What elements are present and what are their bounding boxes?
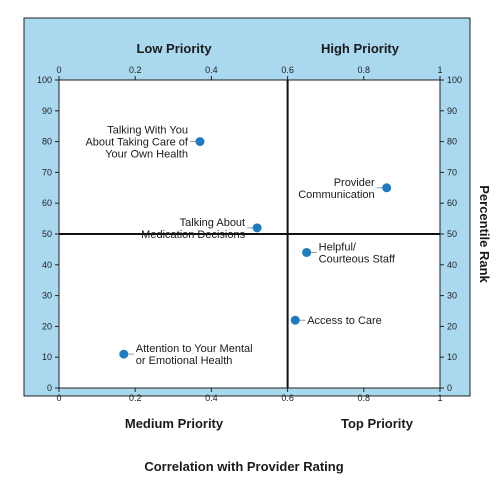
quadrant-title-high-priority: High Priority — [321, 41, 400, 56]
data-point-label: Talking About Medication Decisions — [141, 217, 245, 241]
y-tick-label-right: 50 — [447, 229, 457, 239]
y-tick-label-right: 100 — [447, 75, 462, 85]
x-axis-title: Correlation with Provider Rating — [144, 459, 343, 474]
y-tick-label-right: 40 — [447, 260, 457, 270]
y-tick-label-right: 60 — [447, 198, 457, 208]
x-tick-label-top: 0.6 — [281, 65, 294, 75]
y-tick-label-right: 80 — [447, 137, 457, 147]
y-tick-label-right: 70 — [447, 167, 457, 177]
data-point-label-line: Access to Care — [307, 315, 382, 327]
data-point-label-line: Courteous Staff — [319, 253, 396, 265]
data-point-label-line: Medication Decisions — [141, 229, 245, 241]
y-tick-label-left: 0 — [47, 383, 52, 393]
quadrant-title-medium-priority: Medium Priority — [125, 416, 224, 431]
data-point — [302, 247, 312, 257]
data-point-label-line: Communication — [298, 189, 374, 201]
data-point — [195, 137, 205, 147]
x-tick-label-top: 0 — [56, 65, 61, 75]
data-point — [119, 349, 129, 359]
data-point-label-line: Your Own Health — [105, 149, 188, 161]
y-tick-label-left: 70 — [42, 167, 52, 177]
y-axis-title: Percentile Rank — [477, 185, 492, 283]
x-tick-label-top: 0.4 — [205, 65, 218, 75]
y-tick-label-left: 50 — [42, 229, 52, 239]
data-point-label-line: About Taking Care of — [85, 137, 188, 149]
x-tick-label-bottom: 0.6 — [281, 393, 294, 403]
data-point-label-line: Talking About — [180, 217, 245, 229]
y-tick-label-left: 20 — [42, 321, 52, 331]
data-point — [382, 183, 392, 193]
x-tick-label-top: 0.2 — [129, 65, 142, 75]
y-tick-label-right: 90 — [447, 106, 457, 116]
data-point-label-line: or Emotional Health — [136, 355, 233, 367]
y-tick-label-left: 10 — [42, 352, 52, 362]
data-point-label-line: Attention to Your Mental — [136, 343, 253, 355]
x-tick-label-bottom: 0.8 — [358, 393, 371, 403]
quadrant-title-low-priority: Low Priority — [136, 41, 212, 56]
x-tick-label-top: 0.8 — [358, 65, 371, 75]
data-point-label-line: Helpful/ — [319, 241, 357, 253]
x-tick-label-bottom: 1 — [437, 393, 442, 403]
y-tick-label-right: 0 — [447, 383, 452, 393]
y-tick-label-right: 20 — [447, 321, 457, 331]
y-tick-label-left: 30 — [42, 291, 52, 301]
y-tick-label-left: 40 — [42, 260, 52, 270]
quadrant-title-top-priority: Top Priority — [341, 416, 414, 431]
data-point-label: Talking With You About Taking Care of Your… — [85, 125, 188, 161]
y-tick-label-right: 30 — [447, 291, 457, 301]
x-tick-label-bottom: 0.4 — [205, 393, 218, 403]
y-tick-label-left: 80 — [42, 137, 52, 147]
data-point-label: Access to Care — [307, 315, 382, 327]
data-point-label: Helpful/Courteous Staff — [319, 241, 396, 265]
y-tick-label-left: 100 — [37, 75, 52, 85]
data-point — [252, 223, 262, 233]
data-point — [290, 315, 300, 325]
data-point-label-line: Talking With You — [107, 125, 188, 137]
y-tick-label-right: 10 — [447, 352, 457, 362]
y-tick-label-left: 60 — [42, 198, 52, 208]
x-tick-label-bottom: 0 — [56, 393, 61, 403]
x-tick-label-bottom: 0.2 — [129, 393, 142, 403]
y-tick-label-left: 90 — [42, 106, 52, 116]
data-point-label: Attention to Your Mental or Emotional Hea… — [136, 343, 253, 367]
x-tick-label-top: 1 — [437, 65, 442, 75]
data-point-label-line: Provider — [334, 177, 375, 189]
data-point-label: Provider Communication — [298, 177, 375, 201]
